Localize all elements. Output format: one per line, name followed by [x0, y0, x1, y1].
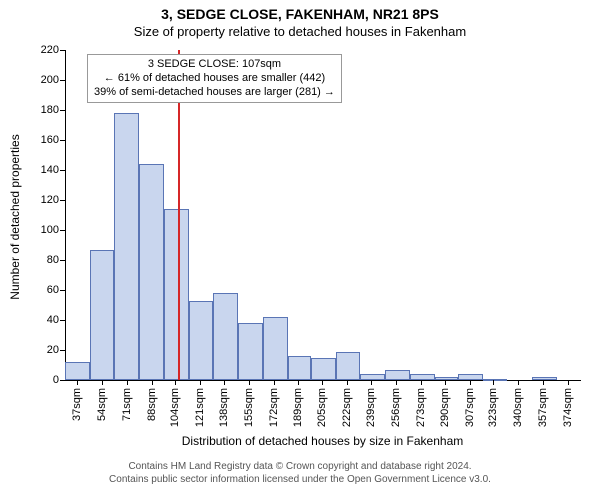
- histogram-bar: [483, 379, 508, 381]
- x-tick-mark: [396, 380, 397, 385]
- chart-title-address: 3, SEDGE CLOSE, FAKENHAM, NR21 8PS: [0, 6, 600, 22]
- y-tick-label: 100: [31, 224, 59, 236]
- x-tick-label: 189sqm: [292, 388, 304, 427]
- x-tick-mark: [77, 380, 78, 385]
- x-tick-label: 222sqm: [341, 388, 353, 427]
- y-tick-label: 200: [31, 74, 59, 86]
- y-tick-mark: [60, 350, 65, 351]
- x-tick-mark: [493, 380, 494, 385]
- annotation-line: ← 61% of detached houses are smaller (44…: [94, 72, 335, 86]
- x-tick-mark: [347, 380, 348, 385]
- x-tick-mark: [371, 380, 372, 385]
- histogram-bar: [532, 377, 557, 380]
- histogram-bar: [189, 301, 214, 381]
- histogram-bar: [139, 164, 164, 380]
- x-tick-mark: [298, 380, 299, 385]
- x-tick-label: 307sqm: [464, 388, 476, 427]
- y-tick-mark: [60, 380, 65, 381]
- x-tick-label: 205sqm: [316, 388, 328, 427]
- y-tick-mark: [60, 320, 65, 321]
- x-tick-mark: [470, 380, 471, 385]
- x-tick-label: 239sqm: [365, 388, 377, 427]
- y-tick-mark: [60, 290, 65, 291]
- x-tick-mark: [102, 380, 103, 385]
- y-tick-mark: [60, 260, 65, 261]
- chart-title-sub: Size of property relative to detached ho…: [0, 24, 600, 39]
- x-tick-mark: [568, 380, 569, 385]
- x-tick-label: 138sqm: [218, 388, 230, 427]
- x-tick-mark: [249, 380, 250, 385]
- x-tick-label: 340sqm: [512, 388, 524, 427]
- x-tick-mark: [175, 380, 176, 385]
- y-tick-label: 80: [31, 254, 59, 266]
- annotation-line: 3 SEDGE CLOSE: 107sqm: [94, 58, 335, 72]
- x-tick-label: 104sqm: [169, 388, 181, 427]
- y-tick-mark: [60, 170, 65, 171]
- histogram-bar: [114, 113, 139, 380]
- histogram-bar: [336, 352, 361, 381]
- x-tick-mark: [445, 380, 446, 385]
- y-tick-mark: [60, 140, 65, 141]
- x-tick-mark: [224, 380, 225, 385]
- y-tick-label: 120: [31, 194, 59, 206]
- histogram-bar: [238, 323, 263, 380]
- x-tick-label: 71sqm: [121, 388, 133, 421]
- x-tick-mark: [543, 380, 544, 385]
- x-tick-mark: [421, 380, 422, 385]
- x-tick-mark: [152, 380, 153, 385]
- annotation-line: 39% of semi-detached houses are larger (…: [94, 86, 335, 100]
- y-axis-label: Number of detached properties: [8, 127, 22, 307]
- x-tick-label: 155sqm: [243, 388, 255, 427]
- footer-line-1: Contains HM Land Registry data © Crown c…: [0, 460, 600, 473]
- y-tick-mark: [60, 200, 65, 201]
- histogram-bar: [311, 358, 336, 381]
- histogram-bar: [360, 374, 385, 380]
- annotation-box: 3 SEDGE CLOSE: 107sqm← 61% of detached h…: [87, 54, 342, 103]
- x-tick-label: 37sqm: [71, 388, 83, 421]
- y-tick-label: 20: [31, 344, 59, 356]
- y-tick-mark: [60, 230, 65, 231]
- histogram-bar: [213, 293, 238, 380]
- x-tick-label: 323sqm: [487, 388, 499, 427]
- histogram-bar: [288, 356, 311, 380]
- histogram-bar: [65, 362, 90, 380]
- histogram-bar: [263, 317, 288, 380]
- y-tick-label: 220: [31, 44, 59, 56]
- y-tick-label: 60: [31, 284, 59, 296]
- x-tick-label: 88sqm: [146, 388, 158, 421]
- y-tick-label: 160: [31, 134, 59, 146]
- x-tick-mark: [274, 380, 275, 385]
- x-tick-mark: [518, 380, 519, 385]
- x-tick-label: 374sqm: [562, 388, 574, 427]
- footer-line-2: Contains public sector information licen…: [0, 473, 600, 486]
- histogram-bar: [164, 209, 189, 380]
- chart-container: { "chart": { "type": "histogram", "title…: [0, 0, 600, 500]
- x-tick-mark: [322, 380, 323, 385]
- x-tick-mark: [200, 380, 201, 385]
- y-tick-mark: [60, 50, 65, 51]
- x-tick-label: 290sqm: [439, 388, 451, 427]
- x-tick-label: 357sqm: [537, 388, 549, 427]
- histogram-bar: [385, 370, 410, 381]
- x-tick-label: 172sqm: [268, 388, 280, 427]
- y-tick-label: 40: [31, 314, 59, 326]
- y-tick-label: 180: [31, 104, 59, 116]
- y-tick-mark: [60, 80, 65, 81]
- x-tick-label: 54sqm: [96, 388, 108, 421]
- x-tick-label: 121sqm: [194, 388, 206, 427]
- footer-attribution: Contains HM Land Registry data © Crown c…: [0, 460, 600, 486]
- y-tick-mark: [60, 110, 65, 111]
- x-tick-label: 256sqm: [390, 388, 402, 427]
- x-axis-label: Distribution of detached houses by size …: [65, 434, 580, 448]
- x-tick-label: 273sqm: [415, 388, 427, 427]
- x-tick-mark: [127, 380, 128, 385]
- y-tick-label: 0: [31, 374, 59, 386]
- y-tick-label: 140: [31, 164, 59, 176]
- histogram-bar: [90, 250, 115, 381]
- histogram-bar: [410, 374, 435, 380]
